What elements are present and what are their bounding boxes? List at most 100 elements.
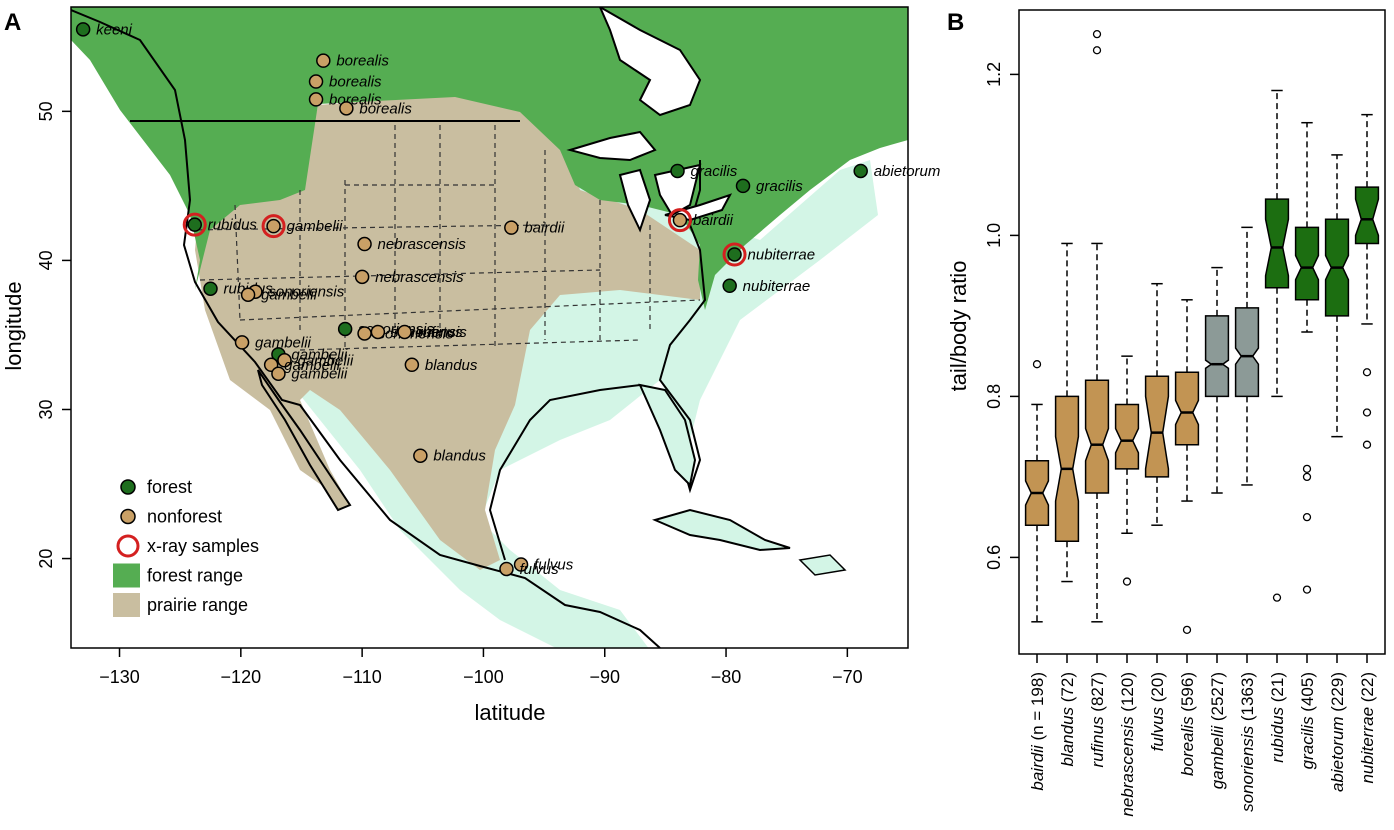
boxplot-boxes [1024,30,1380,634]
legend-label: x-ray samples [147,536,259,556]
map-axes: −130 −120 −110 −100 −90 −80 −70 20 30 40 50 [36,101,863,687]
site-point [397,324,412,340]
outlier-point [1302,472,1312,482]
category-name: nebrascensis [1118,716,1137,817]
site-label: gambelii [291,346,348,363]
site-label: sonoriensis [378,325,454,342]
map-area [71,7,908,648]
outlier-point [1092,46,1102,55]
category-name: rufinus [1088,716,1107,768]
site-label: nebrascensis [378,236,467,253]
site-point [727,247,742,262]
site-point [370,324,386,340]
boxplot-ytick-label: 0.6 [984,545,1004,570]
xray-ring [182,212,207,237]
map-ytick-label: 50 [36,101,56,121]
category-n: (1363) [1238,672,1257,726]
xray-ring [667,208,692,233]
site-label: bairdii [524,220,565,237]
site-label: nubiterrae [748,246,816,263]
map-legend: forest nonforest x-ray samples forest range… [113,477,259,617]
site-point [271,366,286,381]
site-label: bairdii [693,212,734,229]
box-sonoriensis [1234,307,1260,398]
legend-key-forest-range [113,563,140,588]
category-name: blandus [1058,706,1077,766]
category-n: (21) [1268,672,1287,707]
outlier-point [1092,30,1102,39]
hispaniola [798,554,847,576]
site-point [513,557,529,572]
category-n: (20) [1148,672,1167,707]
map-frame [70,6,909,649]
site-point [316,53,331,68]
site-point [672,212,688,228]
great-lakes [566,130,733,233]
boxplot-axes: 0.6 0.8 1.0 1.2 [984,62,1368,663]
site-label: fulvus [519,561,559,578]
site-label: gambelii [291,366,348,383]
site-point [499,561,514,577]
coastline [71,9,707,648]
outlier-point [1302,464,1312,474]
map-sites: keeniborealisborealisborealisborealisgra… [75,21,940,578]
site-point [722,278,737,294]
category-name: borealis [1178,716,1197,776]
site-point [853,163,868,179]
boxplot-panel: 0.6 0.8 1.0 1.2 bairdii (n = 198) blandus (7… [946,9,1386,817]
site-label: keeni [96,21,133,38]
category-n: (n = 198) [1028,672,1047,745]
category-name: fulvus [1148,706,1167,751]
category-label: bairdii (n = 198) [1028,672,1047,791]
boxplot-frame [1018,9,1386,655]
outlier-point [1272,593,1282,602]
site-label: rubidus [208,217,258,234]
category-name: gracilis [1298,716,1317,769]
site-point [357,326,372,341]
site-point [203,281,218,296]
site-point [308,92,324,107]
category-name: rubidus [1268,706,1287,762]
site-point [337,321,353,337]
category-label: rubidus (21) [1268,672,1287,763]
site-label: blandus [425,357,478,374]
category-n: (22) [1358,672,1377,707]
site-label: nubiterrae [743,278,811,295]
site-point [404,357,420,373]
category-n: (229) [1328,672,1347,716]
category-name: bairdii [1028,744,1047,791]
xray-ring [261,214,286,239]
box-gracilis [1294,226,1320,301]
site-label: gracilis [691,163,738,180]
cuba [652,508,791,552]
site-point [735,178,751,194]
box-fulvus [1144,375,1170,478]
map-xtick-label: −120 [221,667,262,687]
legend-label: prairie range [147,595,248,615]
boxplot-category-labels: bairdii (n = 198) blandus (72) rufinus (82… [1028,672,1377,817]
category-label: borealis (596) [1178,672,1197,776]
category-name: abietorum [1328,716,1347,792]
state-borders [189,125,701,351]
site-point [187,217,202,232]
outlier-point [1362,408,1372,417]
florida [638,383,697,488]
site-point [308,74,324,89]
map-xlabel: latitude [475,700,546,725]
site-point [504,220,519,235]
map-xtick-label: −80 [711,667,742,687]
site-label: fulvus [534,557,574,574]
map-xtick-label: −70 [832,667,863,687]
legend-label: nonforest [147,507,222,527]
xray-ring [722,242,747,267]
category-label: gambelii (2527) [1208,672,1227,789]
site-label: blandus [433,448,486,465]
prairie-range [195,95,700,570]
site-label: rufinus [418,324,464,341]
outlier-point [1302,585,1312,594]
category-label: nebrascensis (120) [1118,672,1137,817]
category-label: rufinus (827) [1088,672,1107,767]
boxplot-ytick-label: 1.2 [984,62,1004,87]
site-label: gambelii [255,334,312,351]
